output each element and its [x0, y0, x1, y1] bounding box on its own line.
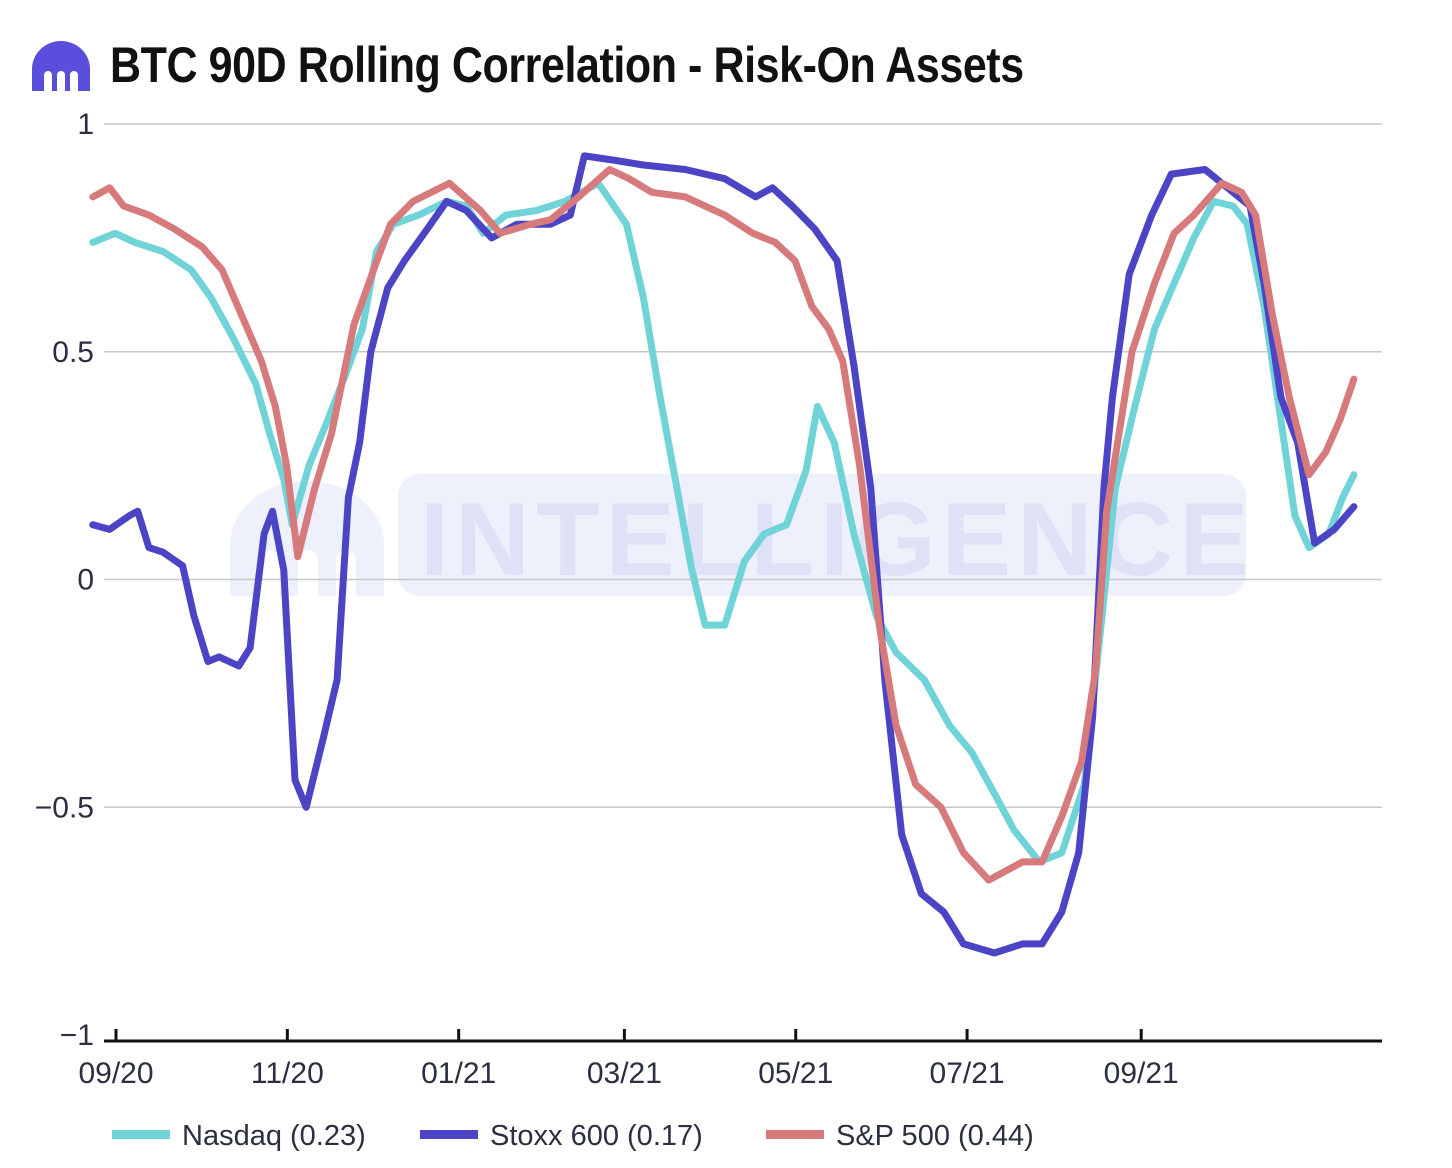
x-tick-label: 05/21	[758, 1057, 833, 1090]
series-line-1	[89, 152, 1358, 957]
x-axis: 09/20 11/20 01/21 03/21 05/21 07/21 09/21	[78, 1029, 1382, 1090]
x-tick-label: 01/21	[421, 1057, 496, 1090]
brand-logo-icon	[32, 41, 90, 91]
series-line-2	[89, 166, 1358, 884]
legend-swatch	[766, 1130, 824, 1139]
x-tick-label: 09/21	[1104, 1057, 1179, 1090]
x-tick-label: 09/20	[78, 1057, 153, 1090]
y-tick-label: 1	[77, 108, 94, 141]
x-tick-label: 07/21	[930, 1057, 1005, 1090]
y-axis: 1 0.5 0 −0.5 −1	[35, 108, 94, 1052]
chart-header: BTC 90D Rolling Correlation - Risk-On As…	[28, 30, 1172, 100]
legend-swatch	[112, 1130, 170, 1139]
legend-swatch	[420, 1130, 478, 1139]
y-tick-label: −1	[60, 1019, 94, 1052]
watermark-text: INTELLIGENCE	[420, 482, 1255, 598]
legend-label: Nasdaq (0.23)	[182, 1120, 366, 1152]
series-line-0	[89, 179, 1358, 866]
x-tick-label: 11/20	[251, 1057, 324, 1090]
legend-label: Stoxx 600 (0.17)	[490, 1120, 703, 1152]
grid	[104, 123, 1382, 808]
y-tick-label: −0.5	[35, 791, 94, 824]
series	[89, 152, 1358, 957]
chart-title: BTC 90D Rolling Correlation - Risk-On As…	[110, 37, 1024, 93]
x-tick-label: 03/21	[587, 1057, 662, 1090]
y-tick-label: 0.5	[52, 336, 94, 369]
legend-label: S&P 500 (0.44)	[836, 1120, 1034, 1152]
y-tick-label: 0	[77, 564, 94, 597]
legend: Nasdaq (0.23) Stoxx 600 (0.17) S&P 500 (0.…	[112, 1120, 1034, 1152]
